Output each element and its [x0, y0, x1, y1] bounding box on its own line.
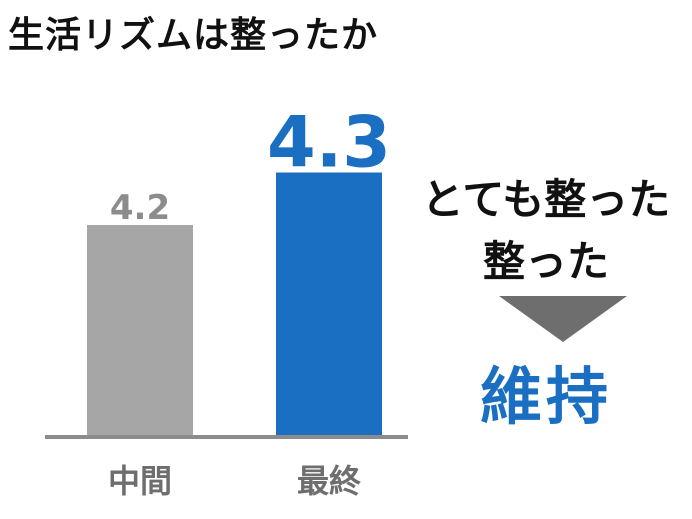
down-triangle-icon	[499, 296, 627, 342]
category-label-0: 中間	[108, 462, 172, 500]
data-label-0: 4.2	[110, 188, 170, 228]
annotation-line-2: 整った	[482, 237, 609, 286]
annotation-result: 維持	[479, 360, 612, 433]
annotation-line-1: とても整った	[421, 175, 671, 224]
bar-0	[87, 225, 193, 435]
data-label-1: 4.3	[267, 102, 391, 184]
category-label-1: 最終	[297, 462, 361, 500]
bars-layer: 4.2 中間 4.3 最終	[87, 102, 391, 500]
chart-title: 生活リズムは整ったか	[8, 15, 379, 56]
bar-1	[276, 172, 382, 435]
